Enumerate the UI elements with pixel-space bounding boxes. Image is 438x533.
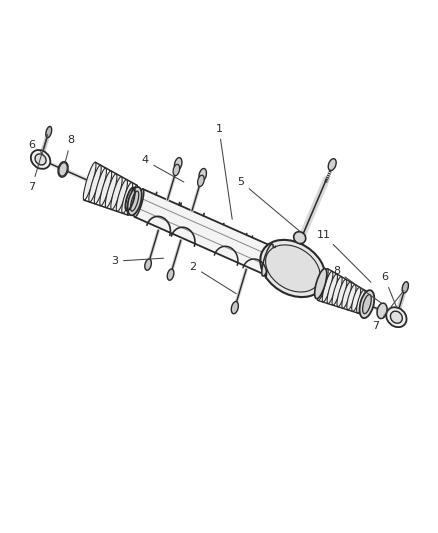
Text: 1: 1 [215,124,232,219]
Ellipse shape [363,295,371,314]
Ellipse shape [59,163,67,176]
Ellipse shape [357,290,365,313]
Ellipse shape [328,159,336,171]
Text: 6: 6 [381,272,397,309]
Ellipse shape [337,279,347,307]
Ellipse shape [100,171,112,206]
Ellipse shape [377,303,387,319]
Ellipse shape [105,174,117,208]
Text: 8: 8 [333,266,381,303]
Ellipse shape [332,277,342,305]
Ellipse shape [360,290,374,318]
Text: 2: 2 [189,262,236,294]
Ellipse shape [173,164,180,175]
Ellipse shape [386,307,406,327]
Ellipse shape [231,302,238,314]
Text: 7: 7 [28,134,48,192]
Text: 5: 5 [237,176,300,231]
Ellipse shape [322,271,333,302]
Ellipse shape [361,293,370,314]
Ellipse shape [127,185,138,215]
Ellipse shape [342,282,351,309]
Ellipse shape [122,182,133,213]
Ellipse shape [317,269,328,301]
Ellipse shape [265,245,320,292]
Ellipse shape [46,126,52,138]
Text: 7: 7 [372,290,404,332]
Ellipse shape [131,191,139,211]
Ellipse shape [58,161,68,177]
Ellipse shape [327,274,337,304]
Ellipse shape [262,244,273,276]
Text: 3: 3 [111,256,163,266]
Polygon shape [134,189,272,274]
Ellipse shape [145,259,152,270]
Ellipse shape [111,176,122,209]
Ellipse shape [294,232,306,244]
Ellipse shape [35,154,46,165]
Text: 4: 4 [141,156,184,182]
Ellipse shape [31,150,50,169]
Ellipse shape [314,269,327,298]
Ellipse shape [83,162,96,200]
Ellipse shape [352,287,360,311]
Ellipse shape [89,165,101,202]
Ellipse shape [127,187,142,215]
Ellipse shape [174,158,182,171]
Text: 8: 8 [66,135,74,161]
Ellipse shape [134,189,144,217]
Text: 11: 11 [316,230,371,282]
Ellipse shape [117,180,127,212]
Ellipse shape [402,282,408,293]
Ellipse shape [199,168,206,181]
Ellipse shape [167,269,174,280]
Ellipse shape [347,285,356,310]
Ellipse shape [94,168,106,204]
Text: 6: 6 [28,140,42,154]
Ellipse shape [198,175,204,187]
Ellipse shape [390,311,403,323]
Ellipse shape [260,240,325,297]
